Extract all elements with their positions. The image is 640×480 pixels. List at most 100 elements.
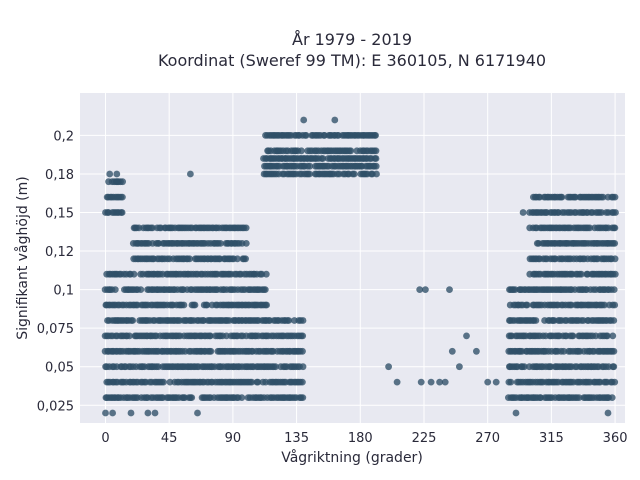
data-point: [608, 394, 616, 401]
data-point: [306, 162, 314, 170]
data-point: [611, 270, 619, 278]
data-point: [416, 286, 424, 293]
data-point: [160, 378, 167, 386]
x-tick-label: 90: [225, 431, 242, 446]
data-point: [111, 286, 119, 293]
data-point: [427, 378, 435, 386]
data-point: [372, 147, 380, 155]
data-point: [436, 378, 443, 386]
data-point: [217, 240, 224, 247]
x-axis-title: Vågriktning (grader): [281, 449, 423, 466]
data-point: [448, 347, 456, 355]
y-tick-label: 0,1: [53, 284, 74, 299]
y-axis-title: Signifikant våghöjd (m): [14, 176, 31, 339]
data-point: [599, 193, 607, 201]
data-point: [610, 347, 618, 355]
data-point: [299, 394, 307, 401]
data-point: [299, 317, 307, 324]
data-point: [372, 155, 380, 162]
data-point: [109, 409, 116, 417]
data-point: [558, 193, 566, 201]
data-point: [242, 255, 250, 263]
data-point: [441, 378, 449, 386]
data-point: [484, 378, 492, 386]
x-tick-label: 225: [412, 431, 437, 446]
data-point: [207, 332, 214, 340]
data-point: [203, 301, 211, 309]
data-point: [350, 170, 358, 178]
data-point: [180, 301, 188, 309]
data-point: [234, 255, 241, 263]
data-point: [611, 240, 619, 247]
x-tick-label: 0: [101, 431, 109, 446]
data-point: [507, 378, 515, 386]
data-point: [299, 332, 307, 340]
data-point: [417, 378, 425, 386]
data-points: [101, 116, 619, 417]
data-point: [242, 240, 250, 247]
y-tick-label: 0,2: [53, 129, 74, 144]
data-point: [520, 363, 528, 371]
data-point: [611, 301, 619, 309]
data-point: [119, 178, 126, 186]
data-point: [137, 286, 145, 293]
data-point: [102, 409, 109, 417]
data-point: [151, 409, 159, 417]
data-point: [299, 347, 306, 355]
data-point: [560, 347, 568, 355]
data-point: [149, 224, 156, 232]
y-tick-labels: 0,025 0,05 0,075 0,1 0,12 0,15 0,18 0,2: [37, 129, 74, 414]
data-point: [598, 209, 605, 216]
data-point: [127, 409, 135, 417]
data-point: [263, 301, 270, 309]
data-point: [144, 409, 152, 417]
data-point: [106, 170, 114, 178]
x-tick-label: 270: [475, 431, 500, 446]
data-point: [299, 363, 307, 371]
data-point: [166, 378, 174, 386]
data-point: [586, 224, 594, 232]
data-point: [261, 286, 269, 293]
data-point: [609, 332, 617, 340]
data-point: [456, 363, 463, 371]
data-point: [611, 378, 619, 386]
data-point: [463, 332, 470, 340]
data-point: [373, 170, 380, 178]
data-point: [372, 162, 380, 170]
data-point: [186, 255, 194, 263]
data-point: [254, 378, 262, 386]
data-point: [577, 270, 585, 278]
data-point: [569, 332, 577, 340]
data-point: [302, 132, 310, 139]
data-point: [611, 255, 619, 263]
y-tick-label: 0,025: [37, 399, 74, 414]
data-point: [130, 270, 138, 278]
x-tick-labels: 0 45 90 135 180 225 270 315 360: [101, 431, 627, 446]
data-point: [519, 209, 527, 216]
data-point: [272, 363, 279, 371]
data-point: [372, 132, 379, 139]
data-point: [319, 155, 327, 162]
chart-title-line1: År 1979 - 2019: [292, 30, 412, 49]
data-point: [473, 347, 480, 355]
data-point: [119, 193, 126, 201]
data-point: [611, 193, 619, 201]
x-tick-label: 45: [161, 431, 178, 446]
data-point: [113, 170, 121, 178]
data-point: [347, 147, 355, 155]
data-point: [610, 286, 618, 293]
data-point: [512, 409, 520, 417]
data-point: [612, 209, 619, 216]
data-point: [610, 363, 618, 371]
chart-title-line2: Koordinat (Sweref 99 TM): E 360105, N 61…: [158, 51, 546, 70]
data-point: [575, 394, 583, 401]
data-point: [532, 317, 540, 324]
data-point: [331, 116, 339, 124]
data-point: [238, 394, 246, 401]
data-point: [422, 286, 429, 293]
data-point: [385, 363, 392, 371]
data-point: [298, 147, 305, 155]
data-point: [610, 317, 618, 324]
data-point: [118, 209, 126, 216]
